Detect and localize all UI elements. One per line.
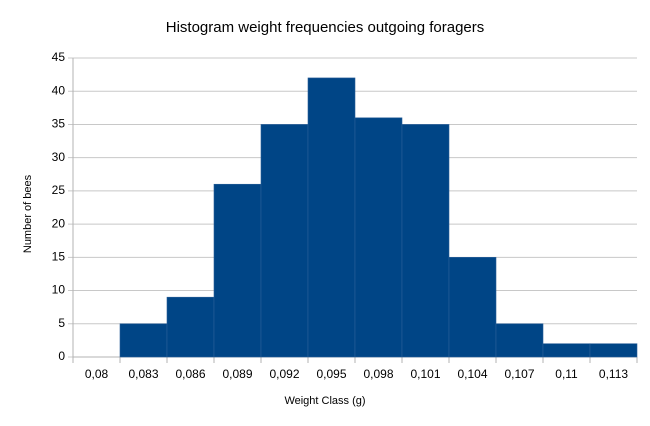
chart-title: Histogram weight frequencies outgoing fo… <box>166 19 485 36</box>
y-tick-label: 25 <box>52 183 66 197</box>
y-tick-label: 5 <box>58 316 65 330</box>
bar <box>495 323 544 358</box>
bar <box>213 183 262 358</box>
y-axis-title: Number of bees <box>22 174 34 253</box>
x-tick-label: 0,104 <box>457 367 487 381</box>
x-axis-title: Weight Class (g) <box>284 395 365 407</box>
y-tick-label: 0 <box>58 349 65 363</box>
y-tick-label: 10 <box>52 283 66 297</box>
x-tick-label: 0,098 <box>363 367 393 381</box>
y-tick-label: 45 <box>52 50 66 64</box>
bar <box>401 124 450 358</box>
x-tick-label: 0,11 <box>555 367 578 381</box>
x-tick-label: 0,086 <box>175 367 205 381</box>
bar <box>542 343 591 358</box>
bar <box>448 257 497 358</box>
x-tick-label: 0,101 <box>410 367 440 381</box>
y-tick-label: 40 <box>52 83 66 97</box>
x-tick-label: 0,089 <box>222 367 252 381</box>
x-tick-label: 0,083 <box>128 367 158 381</box>
y-tick-label: 20 <box>52 216 66 230</box>
y-tick-label: 15 <box>52 250 66 264</box>
bar <box>119 323 168 358</box>
x-tick-label: 0,107 <box>504 367 534 381</box>
bar <box>354 117 403 358</box>
x-tick-label: 0,095 <box>316 367 346 381</box>
bar <box>589 343 638 358</box>
y-tick-label: 35 <box>52 117 66 131</box>
bar <box>307 77 356 358</box>
bar <box>166 296 215 358</box>
y-tick-label: 30 <box>52 150 66 164</box>
x-tick-label: 0,113 <box>599 367 628 381</box>
x-tick-label: 0,092 <box>269 367 299 381</box>
bar <box>260 124 309 358</box>
x-tick-label: 0,08 <box>85 367 109 381</box>
